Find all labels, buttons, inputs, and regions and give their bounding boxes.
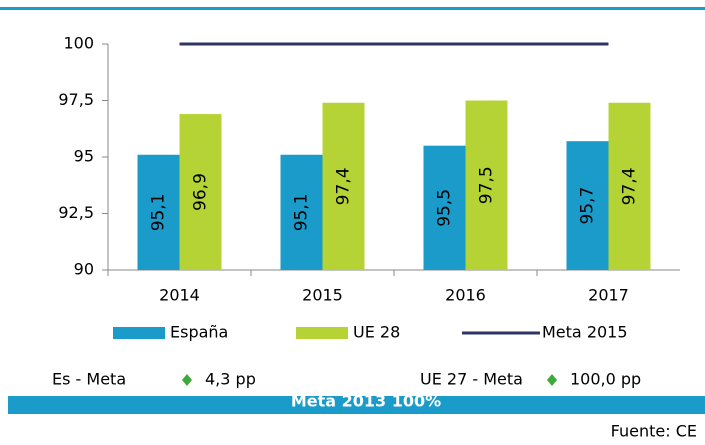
bar bbox=[137, 154, 180, 270]
value-label: 95,1 bbox=[292, 193, 312, 231]
y-tick-label: 100 bbox=[63, 34, 94, 53]
indicator-value: 4,3 pp bbox=[205, 370, 256, 389]
y-tick-label: 92,5 bbox=[58, 203, 94, 222]
bar bbox=[608, 102, 651, 270]
bar bbox=[280, 154, 323, 270]
bar bbox=[465, 100, 508, 270]
indicator-icon bbox=[182, 374, 192, 386]
y-tick-label: 95 bbox=[74, 147, 94, 166]
legend-label: Meta 2015 bbox=[542, 323, 628, 342]
y-tick-label: 97,5 bbox=[58, 90, 94, 109]
value-label: 95,7 bbox=[578, 187, 598, 225]
banner-text: Meta 2013 100% bbox=[291, 392, 441, 411]
banner bbox=[8, 396, 705, 414]
indicator-value: 100,0 pp bbox=[570, 370, 641, 389]
bar bbox=[322, 102, 365, 270]
bar bbox=[566, 141, 609, 270]
top-rule bbox=[0, 7, 705, 10]
value-label: 95,1 bbox=[149, 193, 169, 231]
indicator-label: UE 27 - Meta bbox=[420, 370, 523, 389]
x-tick-label: 2016 bbox=[445, 286, 486, 305]
legend-label: UE 28 bbox=[353, 323, 400, 342]
legend-label: España bbox=[170, 323, 228, 342]
value-label: 96,9 bbox=[191, 173, 211, 211]
indicator-label: Es - Meta bbox=[52, 370, 126, 389]
legend-swatch bbox=[296, 327, 348, 339]
bar bbox=[179, 114, 222, 270]
legend-swatch bbox=[113, 327, 165, 339]
value-label: 97,5 bbox=[477, 166, 497, 204]
indicator-icon bbox=[547, 374, 557, 386]
value-label: 97,4 bbox=[334, 167, 354, 205]
x-tick-label: 2015 bbox=[302, 286, 343, 305]
source: Fuente: CE bbox=[611, 422, 697, 441]
y-tick-label: 90 bbox=[74, 260, 94, 279]
value-label: 97,4 bbox=[620, 167, 640, 205]
bar bbox=[423, 145, 466, 270]
x-tick-label: 2017 bbox=[588, 286, 629, 305]
x-tick-label: 2014 bbox=[159, 286, 200, 305]
value-label: 95,5 bbox=[435, 189, 455, 227]
